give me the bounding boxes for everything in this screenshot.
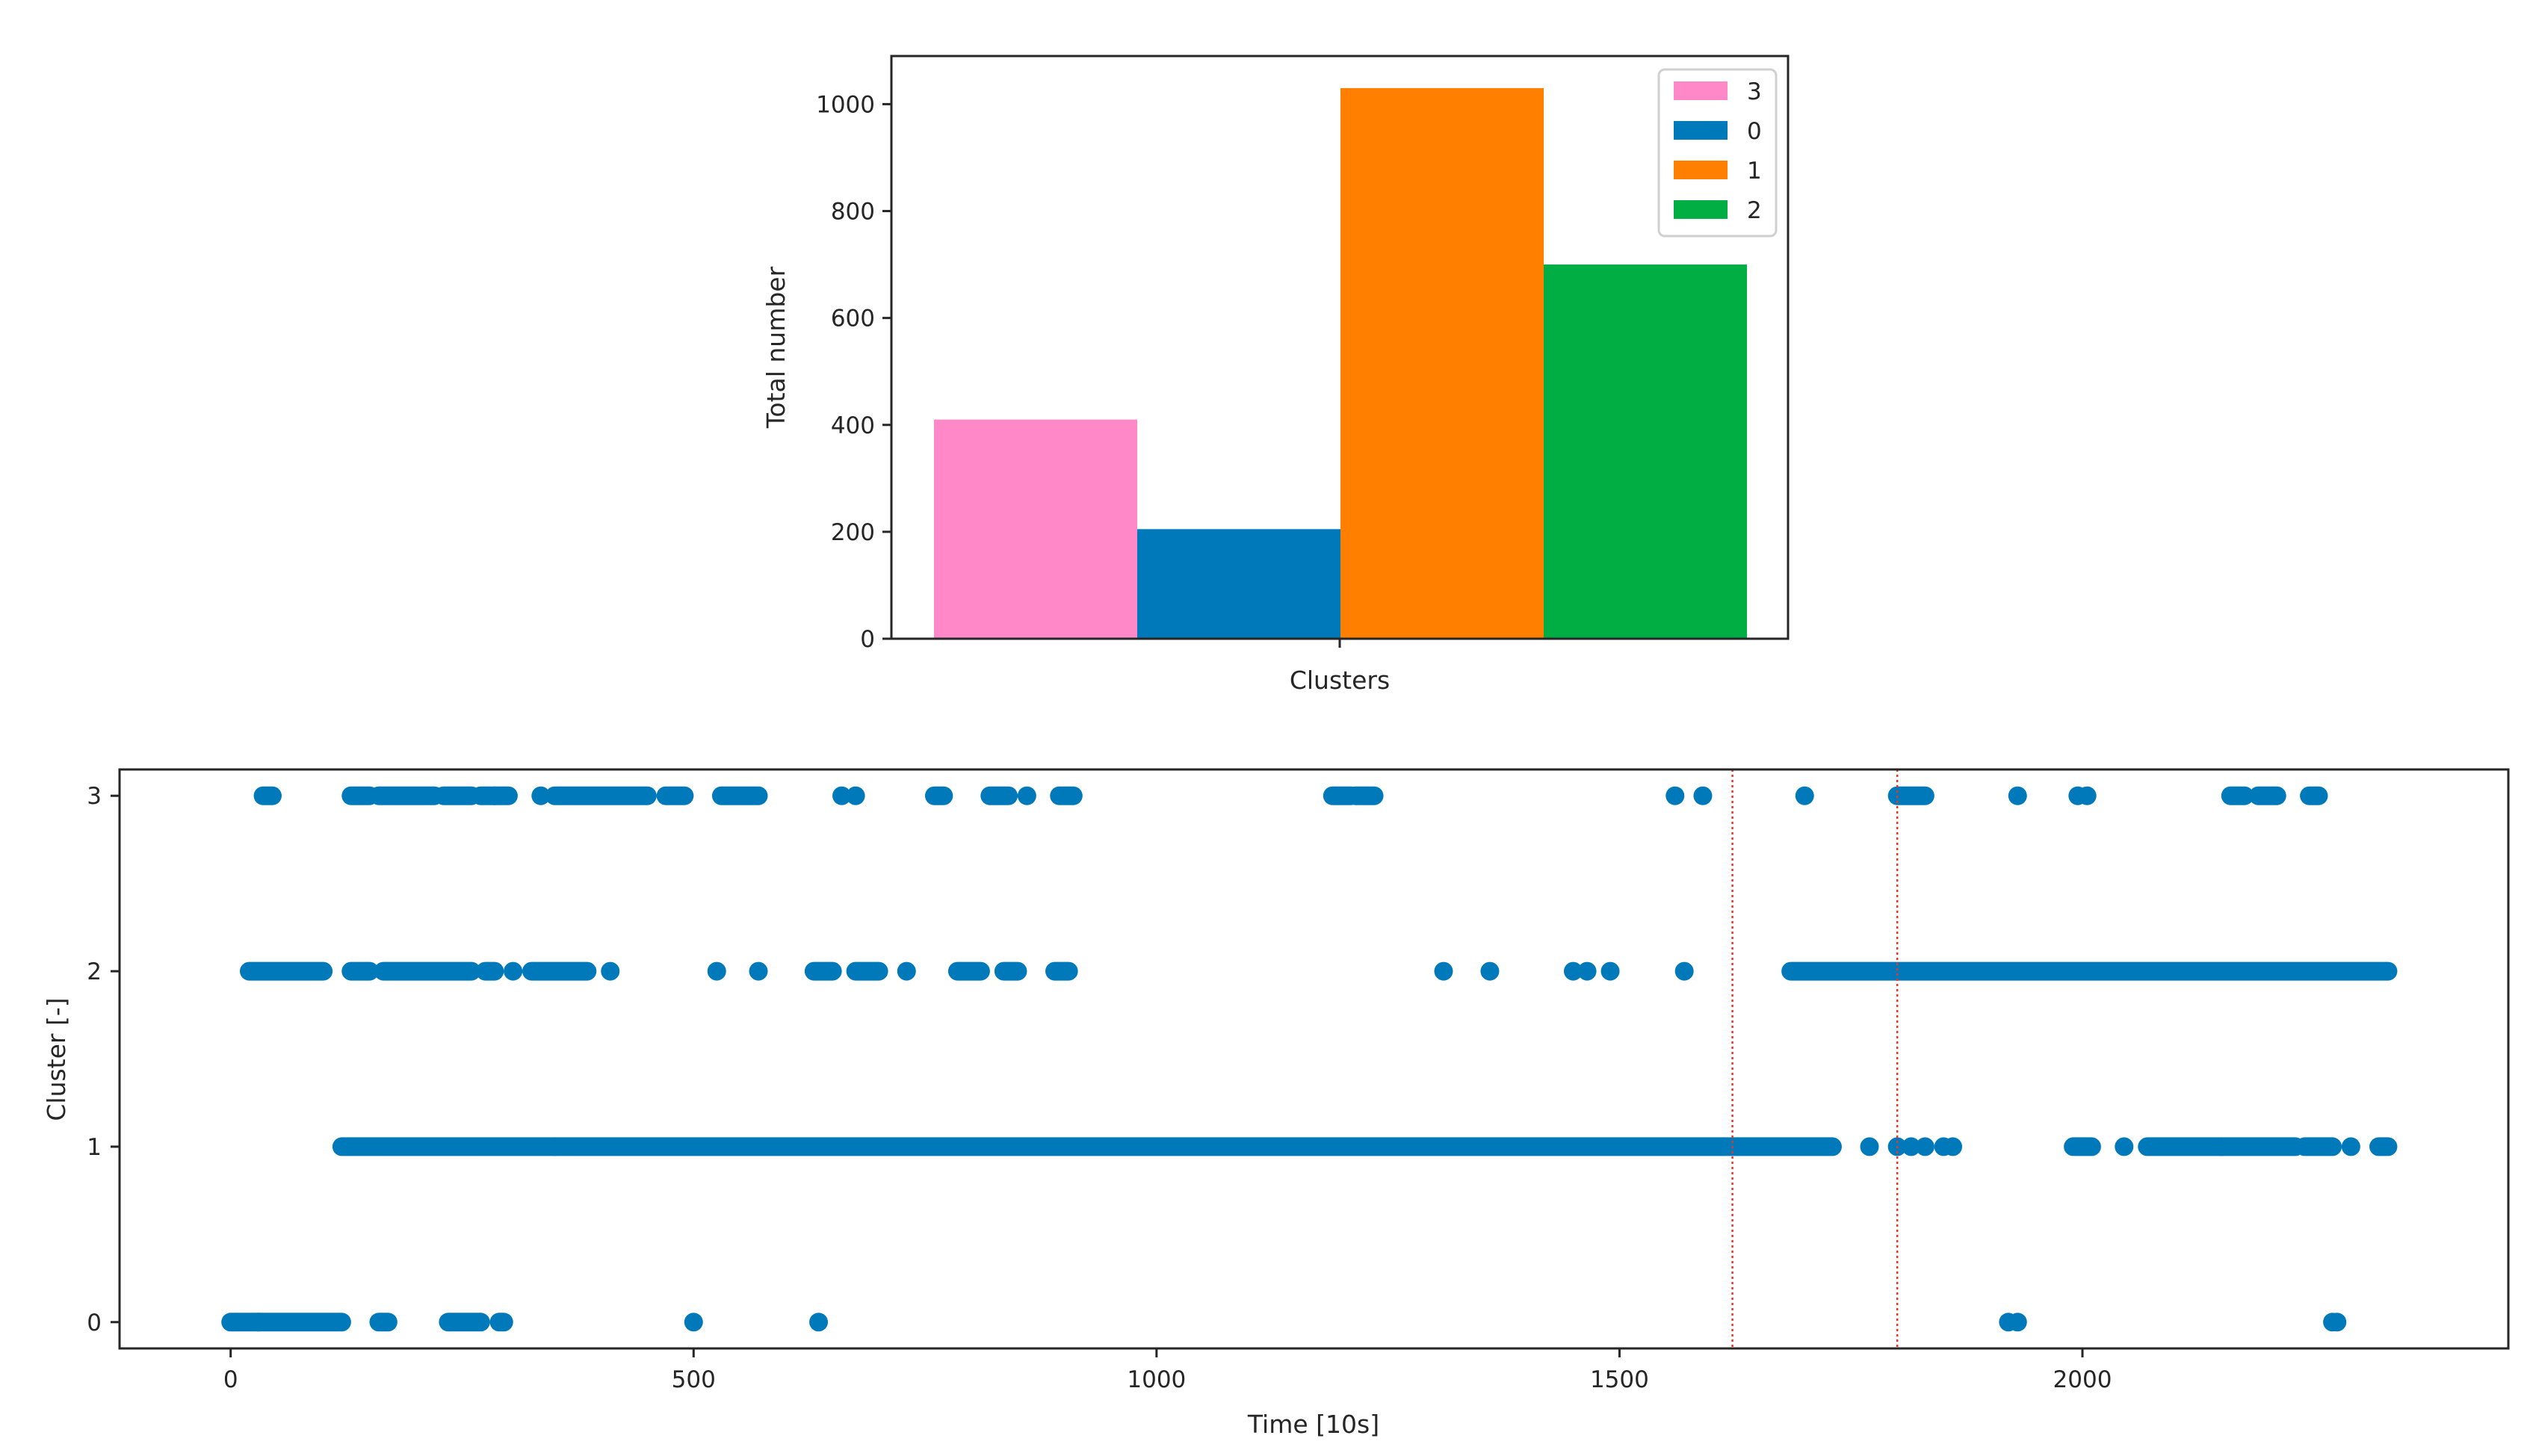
- scatter-y-tick-label: 1: [87, 1134, 102, 1161]
- scatter-point-cluster-1: [2341, 1137, 2360, 1156]
- bar-legend-box: [1657, 68, 1778, 238]
- legend-label-1: 1: [1747, 158, 1762, 185]
- scatter-point-cluster-1: [2115, 1137, 2134, 1156]
- scatter-point-cluster-3: [485, 786, 504, 805]
- scatter-point-cluster-3: [2077, 786, 2097, 805]
- scatter-x-tick-label: 2000: [2053, 1366, 2112, 1393]
- scatter-point-cluster-2: [1434, 961, 1453, 981]
- bar-cluster-1: [1340, 87, 1544, 639]
- scatter-y-ticks: 0 1 2 3: [87, 783, 120, 1336]
- legend-swatch-3: [1674, 81, 1728, 100]
- bar-plot-area: [934, 87, 1747, 639]
- scatter-point-cluster-1: [1860, 1137, 1879, 1156]
- scatter-plot-area: [221, 769, 2398, 1348]
- bar-y-tick-label: 600: [831, 306, 875, 332]
- scatter-x-tick-label: 1000: [1127, 1366, 1186, 1393]
- scatter-x-tick-label: 0: [223, 1366, 238, 1393]
- scatter-x-axis-label: Time [10s]: [1247, 1410, 1379, 1439]
- scatter-point-cluster-2: [504, 961, 523, 981]
- bar-y-ticks: 0 200 400 600 800 1000: [816, 91, 891, 653]
- scatter-y-tick-label: 3: [87, 783, 102, 810]
- scatter-point-cluster-2: [1480, 961, 1500, 981]
- scatter-point-cluster-1: [1902, 1137, 1921, 1156]
- scatter-point-cluster-3: [1666, 786, 1685, 805]
- scatter-y-tick-label: 2: [87, 958, 102, 985]
- scatter-point-cluster-0: [2328, 1313, 2347, 1332]
- scatter-point-cluster-3: [1693, 786, 1713, 805]
- scatter-point-cluster-1: [1915, 1137, 1934, 1156]
- scatter-y-axis-label: Cluster [-]: [42, 997, 71, 1121]
- legend-label-0: 0: [1747, 118, 1762, 145]
- bar-cluster-0: [1137, 529, 1340, 639]
- scatter-point-cluster-3: [832, 786, 852, 805]
- bar-cluster-2: [1544, 264, 1747, 639]
- scatter-x-tick-label: 500: [672, 1366, 716, 1393]
- legend-swatch-2: [1674, 200, 1728, 219]
- legend-label-3: 3: [1747, 78, 1762, 105]
- scatter-point-cluster-3: [531, 786, 551, 805]
- bar-cluster-3: [934, 419, 1137, 639]
- scatter-point-cluster-1: [1943, 1137, 1963, 1156]
- bar-x-axis-label: Clusters: [1290, 666, 1390, 695]
- scatter-point-cluster-2: [707, 961, 726, 981]
- scatter-point-cluster-0: [809, 1313, 829, 1332]
- legend-label-2: 2: [1747, 197, 1762, 224]
- scatter-point-cluster-0: [684, 1313, 703, 1332]
- scatter-chart: 0 500 1000 1500 2000 0 1 2 3 Time [10s] Cluster…: [42, 768, 2510, 1439]
- scatter-x-tick-label: 1500: [1590, 1366, 1649, 1393]
- scatter-point-cluster-2: [1563, 961, 1583, 981]
- scatter-y-tick-label: 0: [87, 1310, 102, 1336]
- scatter-point-cluster-2: [601, 961, 620, 981]
- legend-swatch-0: [1674, 121, 1728, 140]
- bar-y-axis-label: Total number: [761, 266, 791, 429]
- scatter-point-cluster-3: [2008, 786, 2027, 805]
- scatter-point-cluster-2: [1674, 961, 1694, 981]
- scatter-axes-frame: [118, 768, 2510, 1350]
- scatter-point-cluster-3: [1795, 786, 1814, 805]
- scatter-point-cluster-3: [1017, 786, 1036, 805]
- bar-y-tick-label: 200: [831, 519, 875, 546]
- bar-y-tick-label: 800: [831, 199, 875, 226]
- scatter-point-cluster-3: [846, 786, 865, 805]
- scatter-point-cluster-0: [2008, 1313, 2027, 1332]
- scatter-point-cluster-2: [897, 961, 916, 981]
- bar-y-tick-label: 400: [831, 412, 875, 439]
- scatter-point-cluster-2: [749, 961, 768, 981]
- bar-y-tick-label: 1000: [816, 91, 875, 118]
- scatter-point-cluster-2: [1577, 961, 1597, 981]
- legend-swatch-1: [1674, 161, 1728, 179]
- scatter-x-ticks: 0 500 1000 1500 2000: [223, 1348, 2112, 1393]
- bar-y-tick-label: 0: [860, 626, 875, 653]
- bar-legend: 3 0 1 2: [1657, 68, 1778, 238]
- scatter-point-cluster-2: [1600, 961, 1620, 981]
